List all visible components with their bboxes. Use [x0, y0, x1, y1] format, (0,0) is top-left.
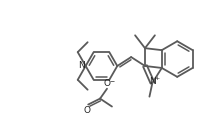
Text: N: N: [78, 61, 85, 70]
Text: N: N: [149, 77, 156, 86]
Text: +: +: [155, 76, 160, 81]
Text: O: O: [84, 106, 91, 115]
Text: O: O: [104, 79, 110, 88]
Text: −: −: [109, 79, 114, 84]
